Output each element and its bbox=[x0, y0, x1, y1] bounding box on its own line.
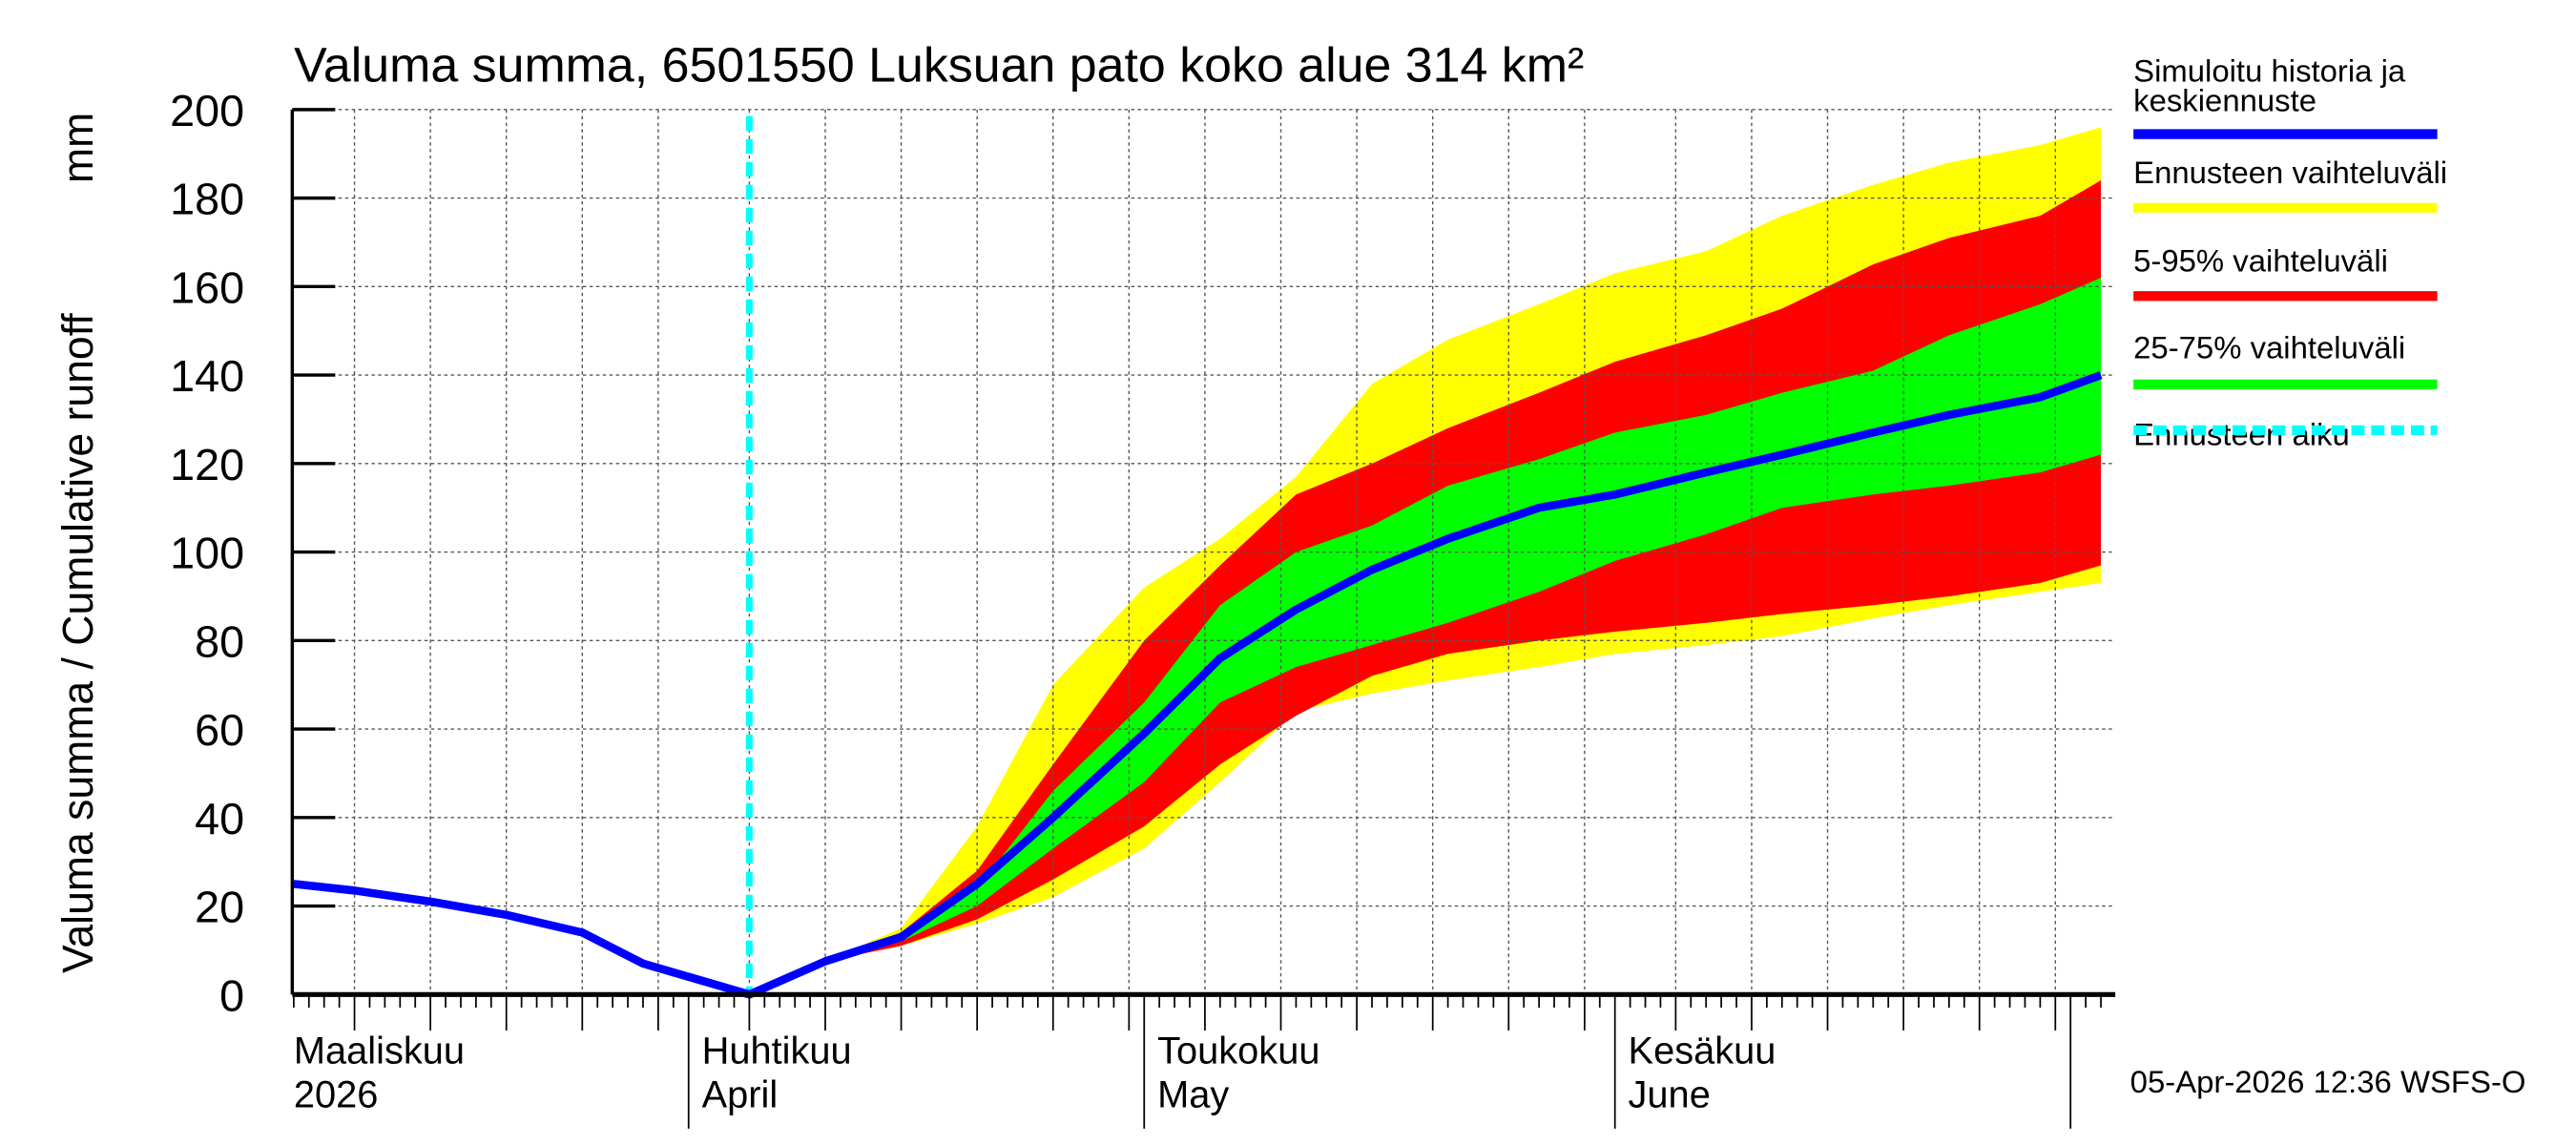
y-tick-label: 40 bbox=[195, 794, 244, 843]
legend-item: Ennusteen alku bbox=[2133, 416, 2438, 451]
y-tick-label: 160 bbox=[170, 263, 244, 313]
month-label-en: 2026 bbox=[294, 1074, 379, 1116]
y-tick-label: 60 bbox=[195, 705, 244, 755]
legend-label: 5-95% vaihteluväli bbox=[2133, 243, 2388, 279]
legend-item: Simuloitu historia ja keskiennuste bbox=[2133, 53, 2438, 139]
median-line bbox=[293, 371, 2103, 999]
y-tick-label: 140 bbox=[170, 351, 244, 401]
y-tick-label: 180 bbox=[170, 175, 244, 224]
legend-item: Ennusteen vaihteluväli bbox=[2133, 155, 2447, 213]
y-axis-label: Valuma summa / Cumulative runoff bbox=[54, 313, 102, 973]
chart-title: Valuma summa, 6501550 Luksuan pato koko … bbox=[294, 37, 1584, 93]
month-label-fi: Huhtikuu bbox=[702, 1030, 852, 1072]
month-label-fi: Kesäkuu bbox=[1629, 1030, 1776, 1072]
month-label-en: May bbox=[1157, 1074, 1229, 1116]
legend-item: 5-95% vaihteluväli bbox=[2133, 243, 2438, 302]
y-tick-label: 200 bbox=[170, 86, 244, 135]
legend-label: Ennusteen vaihteluväli bbox=[2133, 155, 2447, 190]
month-label-fi: Toukokuu bbox=[1157, 1030, 1319, 1072]
legend: Simuloitu historia ja keskiennuste Ennuste… bbox=[2133, 53, 2447, 451]
y-tick-label: 100 bbox=[170, 529, 244, 578]
bands-layer bbox=[749, 127, 2102, 995]
y-tick-label: 80 bbox=[195, 617, 244, 667]
y-tick-label: 20 bbox=[195, 883, 244, 932]
timestamp: 05-Apr-2026 12:36 WSFS-O bbox=[2130, 1064, 2526, 1099]
axes-layer: 0 20 40 60 80 100 120 140 160 180 200 Maaliskuu2026… bbox=[170, 86, 2116, 1129]
lines-layer bbox=[293, 115, 2103, 999]
month-label-en: June bbox=[1629, 1074, 1711, 1116]
y-tick-label: 120 bbox=[170, 440, 244, 489]
y-axis-unit: mm bbox=[54, 113, 102, 183]
month-label-en: April bbox=[702, 1074, 779, 1116]
legend-label: 25-75% vaihteluväli bbox=[2133, 330, 2405, 365]
legend-item: 25-75% vaihteluväli bbox=[2133, 330, 2438, 389]
y-tick-label: 0 bbox=[219, 971, 244, 1021]
legend-label: Simuloitu historia ja keskiennuste bbox=[2133, 53, 2406, 118]
month-label-fi: Maaliskuu bbox=[294, 1030, 465, 1072]
